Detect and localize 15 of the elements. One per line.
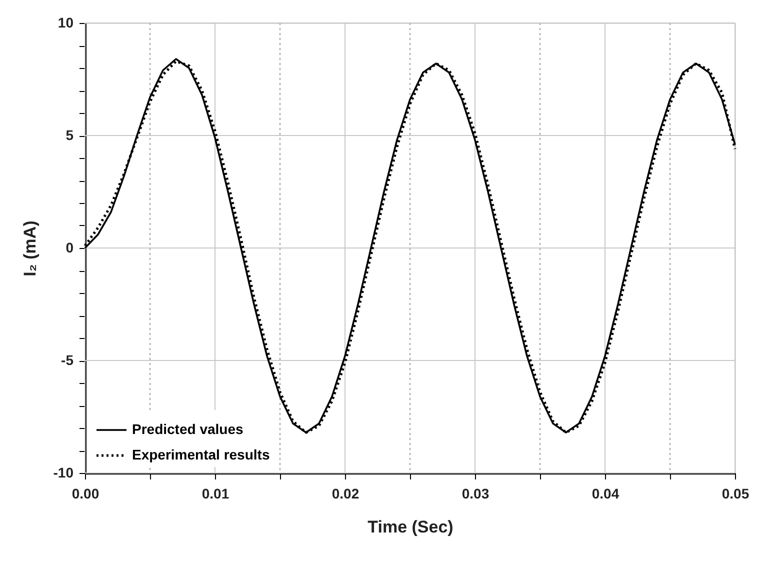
x-axis-title: Time (Sec): [368, 518, 454, 536]
x-tick-label: 0.04: [592, 486, 620, 502]
legend-label: Experimental results: [132, 446, 270, 462]
y-tick-label: -5: [61, 352, 74, 368]
y-tick-label: 5: [66, 127, 74, 143]
legend-label: Predicted values: [132, 421, 244, 437]
x-tick-label: 0.02: [332, 486, 360, 502]
y-tick-label: 10: [58, 14, 74, 30]
x-tick-label: 0.00: [72, 486, 100, 502]
y-axis-title: I₂ (mA): [20, 220, 40, 276]
x-tick-label: 0.01: [202, 486, 230, 502]
y-tick-label: 0: [66, 240, 74, 256]
x-tick-label: 0.05: [722, 486, 750, 502]
y-tick-label: -10: [53, 464, 74, 480]
x-tick-label: 0.03: [462, 486, 490, 502]
